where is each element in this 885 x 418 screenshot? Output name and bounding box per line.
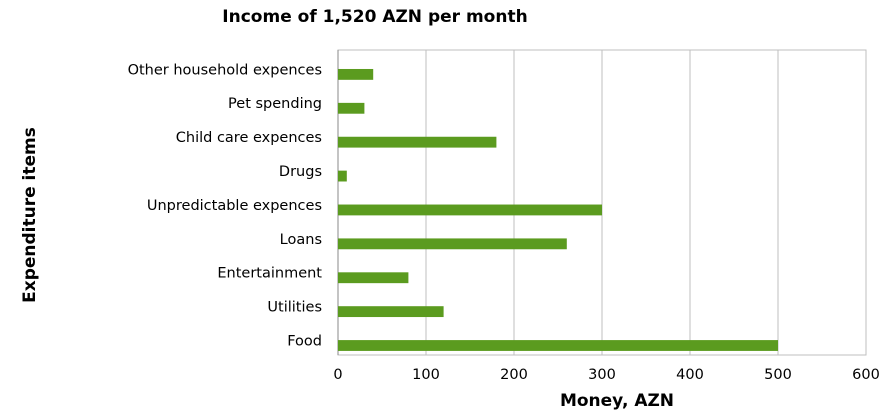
chart-title: Income of 1,520 AZN per month [222, 7, 527, 27]
x-tick-label: 300 [588, 367, 616, 383]
bar [338, 102, 365, 114]
x-tick-label: 100 [412, 367, 440, 383]
y-tick-label: Utilities [267, 300, 322, 316]
bar [338, 272, 409, 284]
y-tick-label: Food [287, 333, 322, 349]
bar [338, 340, 778, 351]
y-tick-label: Pet spending [228, 96, 322, 112]
bar [338, 68, 374, 80]
bar [338, 306, 444, 318]
y-tick-label: Other household expences [128, 62, 322, 78]
y-tick-label: Loans [280, 232, 322, 248]
x-tick-label: 600 [852, 367, 880, 383]
x-tick-label: 0 [333, 367, 342, 383]
x-axis-title: Money, AZN [560, 391, 674, 411]
bar [338, 238, 567, 250]
y-tick-label: Drugs [279, 164, 322, 180]
x-tick-label: 400 [676, 367, 704, 383]
y-tick-label: Unpredictable expences [147, 198, 322, 214]
bar [338, 170, 347, 182]
x-tick-label: 200 [500, 367, 528, 383]
bar [338, 136, 497, 148]
y-axis-title: Expenditure items [20, 127, 40, 303]
bar [338, 204, 602, 216]
y-tick-label: Entertainment [217, 266, 322, 282]
x-tick-label: 500 [764, 367, 792, 383]
y-tick-label: Child care expences [176, 130, 322, 146]
